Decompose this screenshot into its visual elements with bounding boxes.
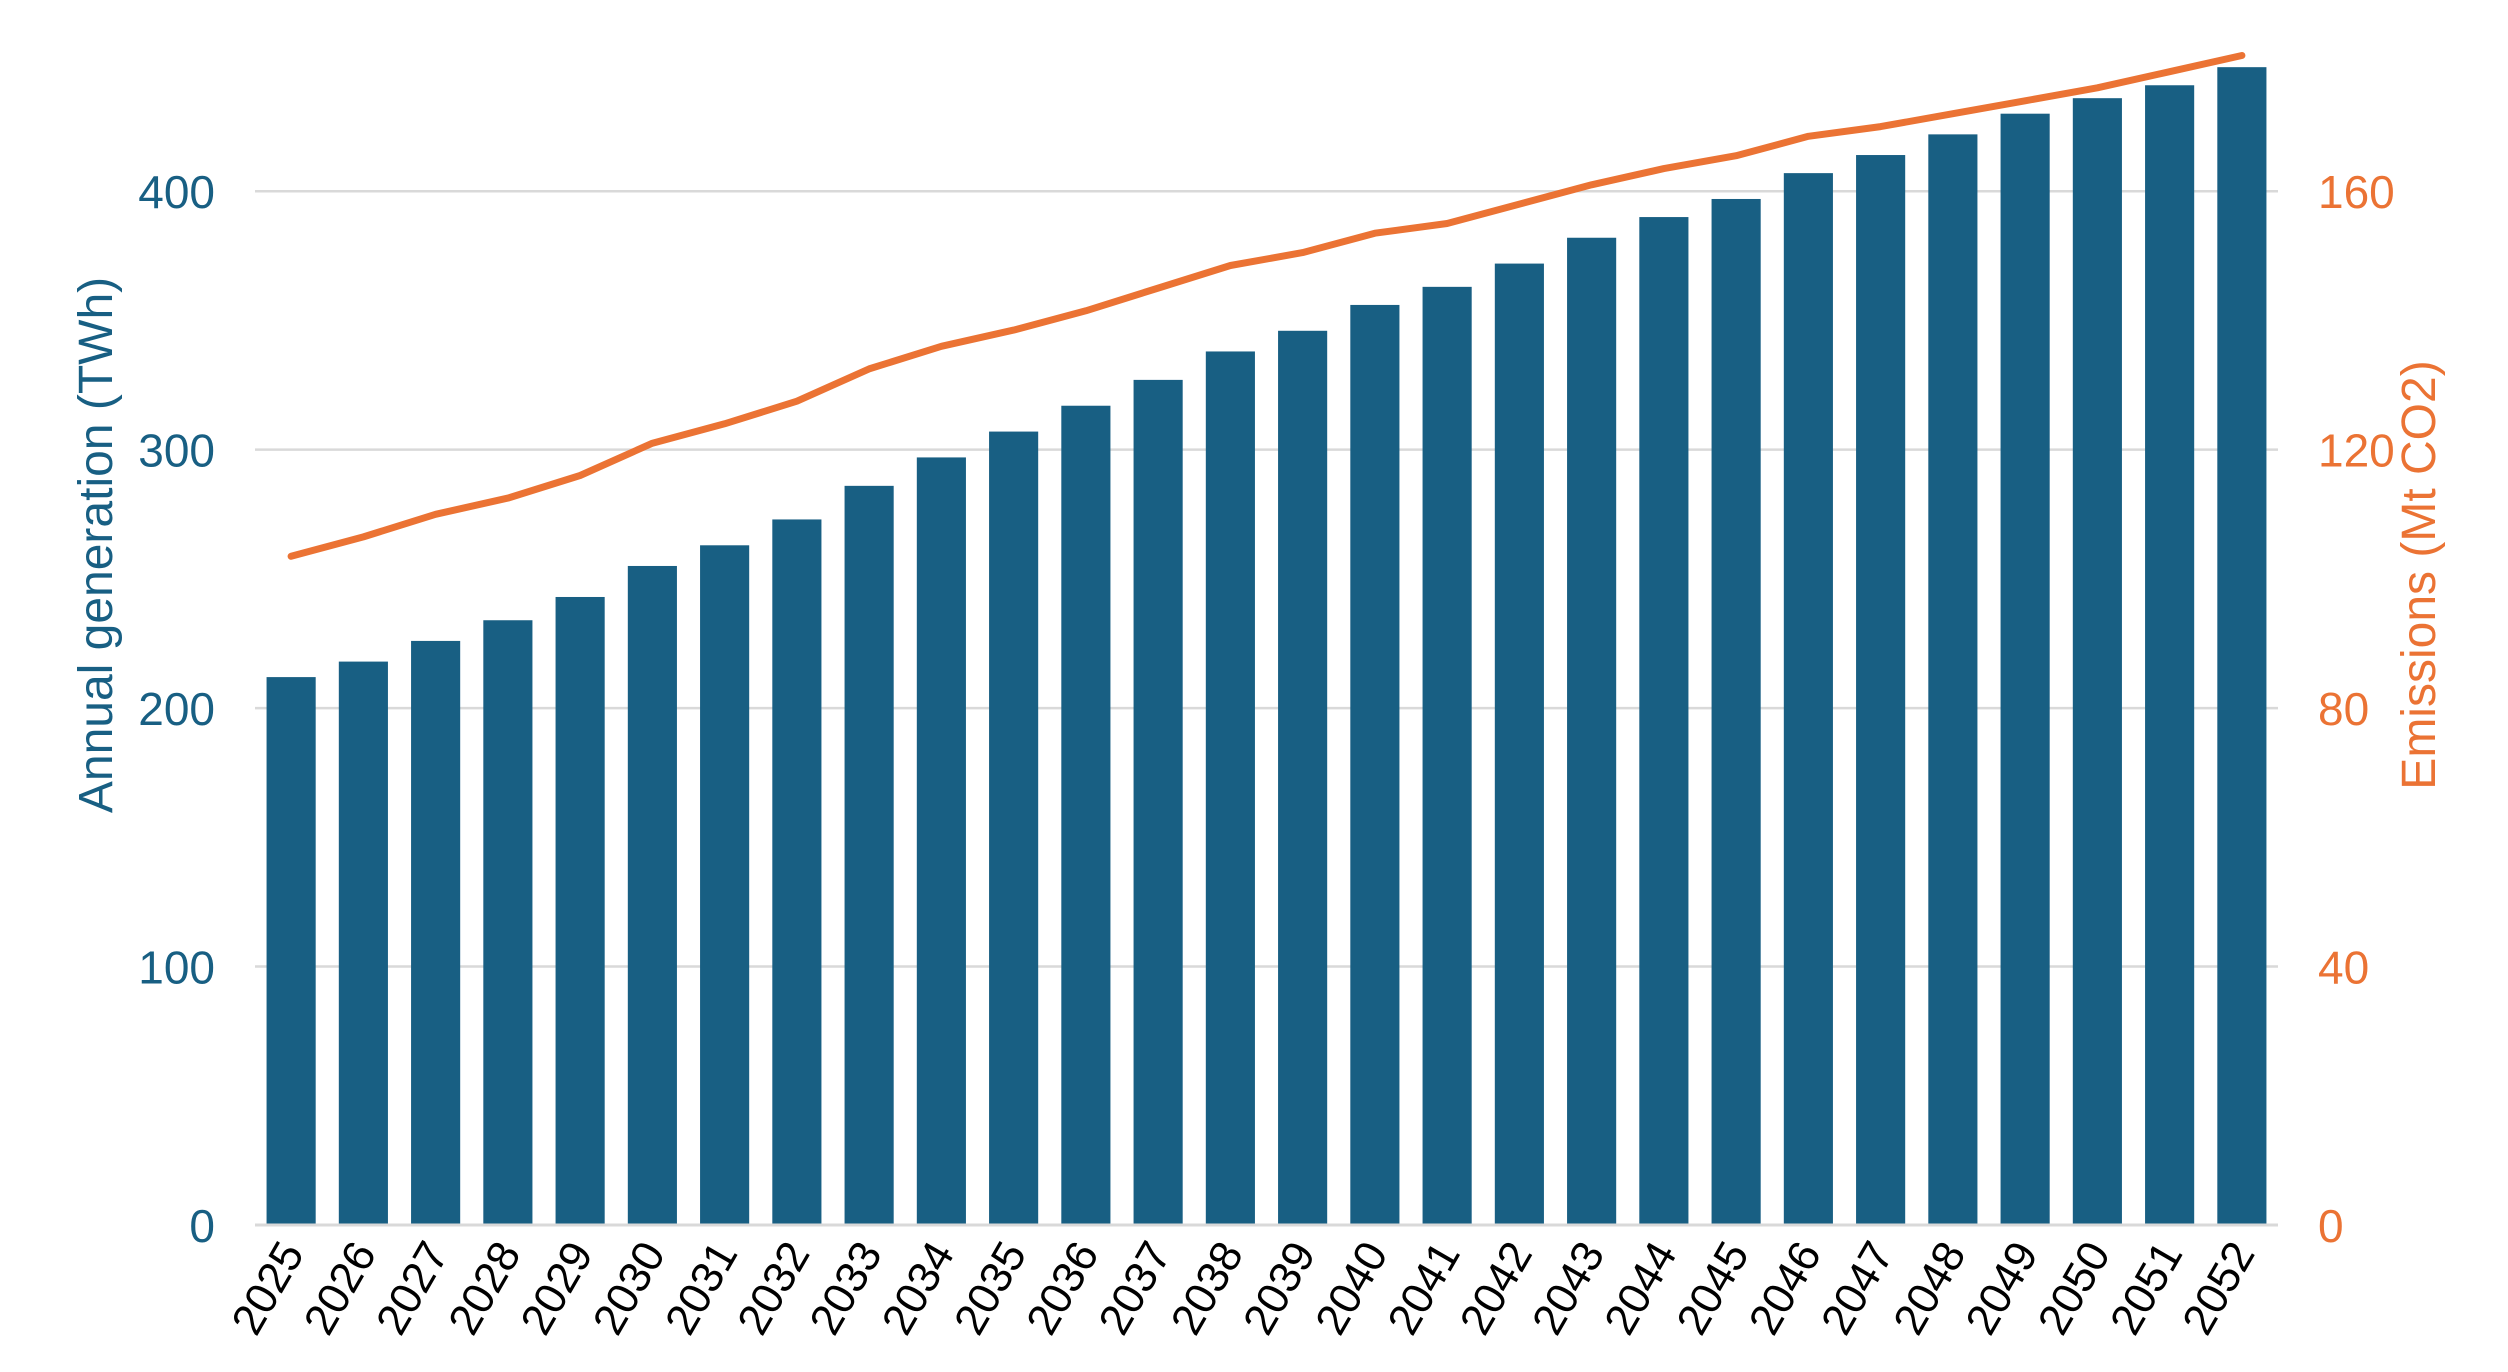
y-right-tick-label: 80 bbox=[2318, 683, 2369, 735]
x-tick-label: 2052 bbox=[2173, 1234, 2264, 1343]
bar bbox=[1205, 351, 1255, 1225]
x-tick-label: 2027 bbox=[367, 1234, 458, 1343]
y-right-tick-label: 0 bbox=[2318, 1200, 2344, 1252]
x-tick-label: 2042 bbox=[1451, 1234, 1542, 1343]
x-tick-label: 2046 bbox=[1740, 1234, 1831, 1343]
x-tick-label: 2025 bbox=[222, 1234, 313, 1343]
x-tick-label: 2032 bbox=[728, 1234, 819, 1343]
y-axis-left-title: Annual generation (TWh) bbox=[70, 277, 123, 813]
bar bbox=[1711, 198, 1761, 1225]
bar bbox=[1061, 405, 1111, 1226]
bar bbox=[2072, 98, 2122, 1225]
x-tick-label: 2039 bbox=[1234, 1234, 1325, 1343]
bar bbox=[844, 485, 894, 1225]
x-tick-label: 2031 bbox=[656, 1234, 747, 1343]
bar bbox=[989, 431, 1039, 1225]
x-tick-label: 2047 bbox=[1812, 1234, 1903, 1343]
x-tick-label: 2050 bbox=[2029, 1234, 2120, 1343]
bar bbox=[1494, 263, 1544, 1225]
x-tick-label: 2051 bbox=[2101, 1234, 2192, 1343]
y-axis-left: 0 100 200 300 400 bbox=[138, 166, 215, 1252]
x-tick-label: 2049 bbox=[1956, 1234, 2047, 1343]
bar bbox=[1278, 330, 1328, 1225]
bar bbox=[772, 519, 822, 1225]
bar bbox=[1856, 155, 1906, 1225]
bar bbox=[1928, 134, 1978, 1225]
bar bbox=[483, 620, 533, 1225]
y-left-tick-label: 100 bbox=[138, 942, 215, 994]
bar bbox=[1639, 217, 1689, 1226]
x-tick-label: 2035 bbox=[945, 1234, 1036, 1343]
bar-series bbox=[266, 67, 2267, 1226]
x-tick-label: 2030 bbox=[584, 1234, 675, 1343]
y-right-tick-label: 160 bbox=[2318, 166, 2395, 218]
x-tick-label: 2028 bbox=[439, 1234, 530, 1343]
x-tick-label: 2044 bbox=[1595, 1234, 1686, 1343]
bar bbox=[1422, 286, 1472, 1225]
y-left-tick-label: 200 bbox=[138, 683, 215, 735]
x-tick-label: 2026 bbox=[295, 1234, 386, 1343]
x-tick-label: 2036 bbox=[1017, 1234, 1108, 1343]
y-left-tick-label: 0 bbox=[189, 1200, 215, 1252]
bar bbox=[1133, 379, 1183, 1225]
bar bbox=[700, 545, 750, 1225]
bar bbox=[266, 677, 316, 1225]
bar bbox=[1567, 237, 1617, 1226]
x-tick-label: 2043 bbox=[1523, 1234, 1614, 1343]
bar bbox=[411, 640, 461, 1225]
x-tick-label: 2040 bbox=[1306, 1234, 1397, 1343]
y-right-tick-label: 40 bbox=[2318, 942, 2369, 994]
x-tick-label: 2034 bbox=[873, 1234, 964, 1343]
bar bbox=[555, 596, 605, 1225]
bar bbox=[2217, 67, 2267, 1225]
bar bbox=[916, 457, 966, 1225]
emissions-line bbox=[287, 52, 2246, 560]
bar bbox=[2145, 85, 2195, 1225]
y-axis-right: 0 40 80 120 160 bbox=[2318, 166, 2395, 1252]
x-tick-label: 2037 bbox=[1089, 1234, 1180, 1343]
y-axis-right-title: Emissions (Mt CO2) bbox=[2393, 360, 2446, 789]
bar bbox=[1783, 173, 1833, 1225]
bar bbox=[627, 565, 677, 1225]
x-tick-label: 2048 bbox=[1884, 1234, 1975, 1343]
x-axis-tick-labels: 2025202620272028202920302031203220332034… bbox=[222, 1234, 2264, 1343]
x-tick-label: 2033 bbox=[800, 1234, 891, 1343]
y-left-tick-label: 300 bbox=[138, 425, 215, 477]
bar bbox=[2000, 113, 2050, 1226]
x-tick-label: 2045 bbox=[1667, 1234, 1758, 1343]
bar bbox=[1350, 304, 1400, 1226]
x-tick-label: 2029 bbox=[511, 1234, 602, 1343]
x-tick-label: 2038 bbox=[1162, 1234, 1253, 1343]
y-left-tick-label: 400 bbox=[138, 166, 215, 218]
line-series bbox=[287, 52, 2246, 560]
y-right-tick-label: 120 bbox=[2318, 425, 2395, 477]
bar bbox=[338, 661, 388, 1225]
x-tick-label: 2041 bbox=[1378, 1234, 1469, 1343]
